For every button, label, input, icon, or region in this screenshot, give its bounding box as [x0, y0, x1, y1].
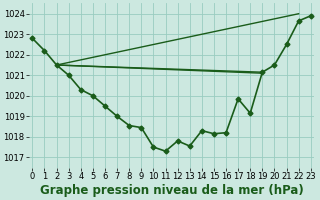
X-axis label: Graphe pression niveau de la mer (hPa): Graphe pression niveau de la mer (hPa) [40, 184, 303, 197]
